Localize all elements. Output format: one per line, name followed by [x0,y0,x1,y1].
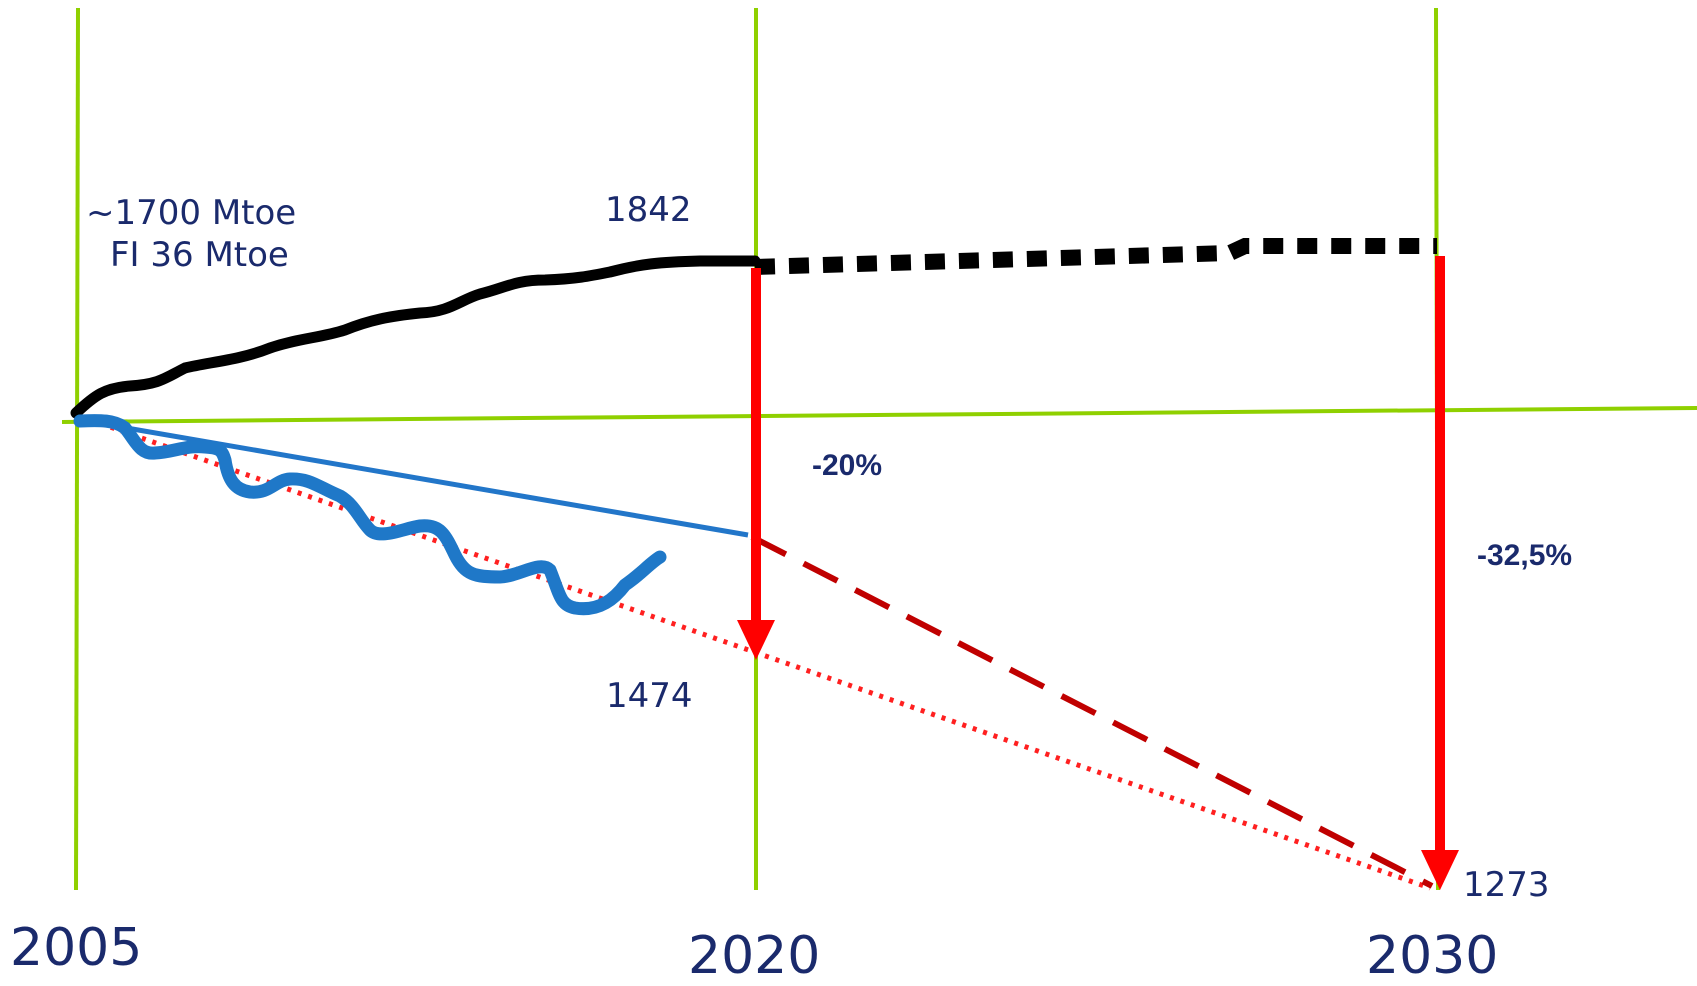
series-group [70,238,1437,891]
arrow-2030-head [1421,850,1459,890]
reduction-2030-label: -32,5% [1477,539,1573,572]
arrow-2020 [737,268,775,660]
gridline-2005 [74,7,80,891]
series-actual-line [73,414,667,616]
value-2020-projection: 1842 [605,190,692,230]
x-tick-2005: 2005 [10,918,143,978]
series-target-line [79,417,749,538]
value-2020-target: 1474 [606,676,693,716]
series-projection-dotted [754,238,1437,275]
value-2030-target: 1273 [1463,865,1550,905]
baseline-axis [61,406,1697,424]
reduction-2020-label: -20% [812,449,883,482]
series-target-dashed [750,534,1434,889]
baseline-note-fi: FI 36 Mtoe [110,235,289,275]
series-projection-line [70,255,761,419]
x-tick-2030: 2030 [1366,926,1499,986]
x-tick-2020: 2020 [688,926,821,986]
arrow-2030 [1421,256,1459,890]
reduction-arrows [737,256,1459,890]
baseline-note-mtoe: ~1700 Mtoe [86,193,297,233]
arrow-2020-head [737,620,775,660]
